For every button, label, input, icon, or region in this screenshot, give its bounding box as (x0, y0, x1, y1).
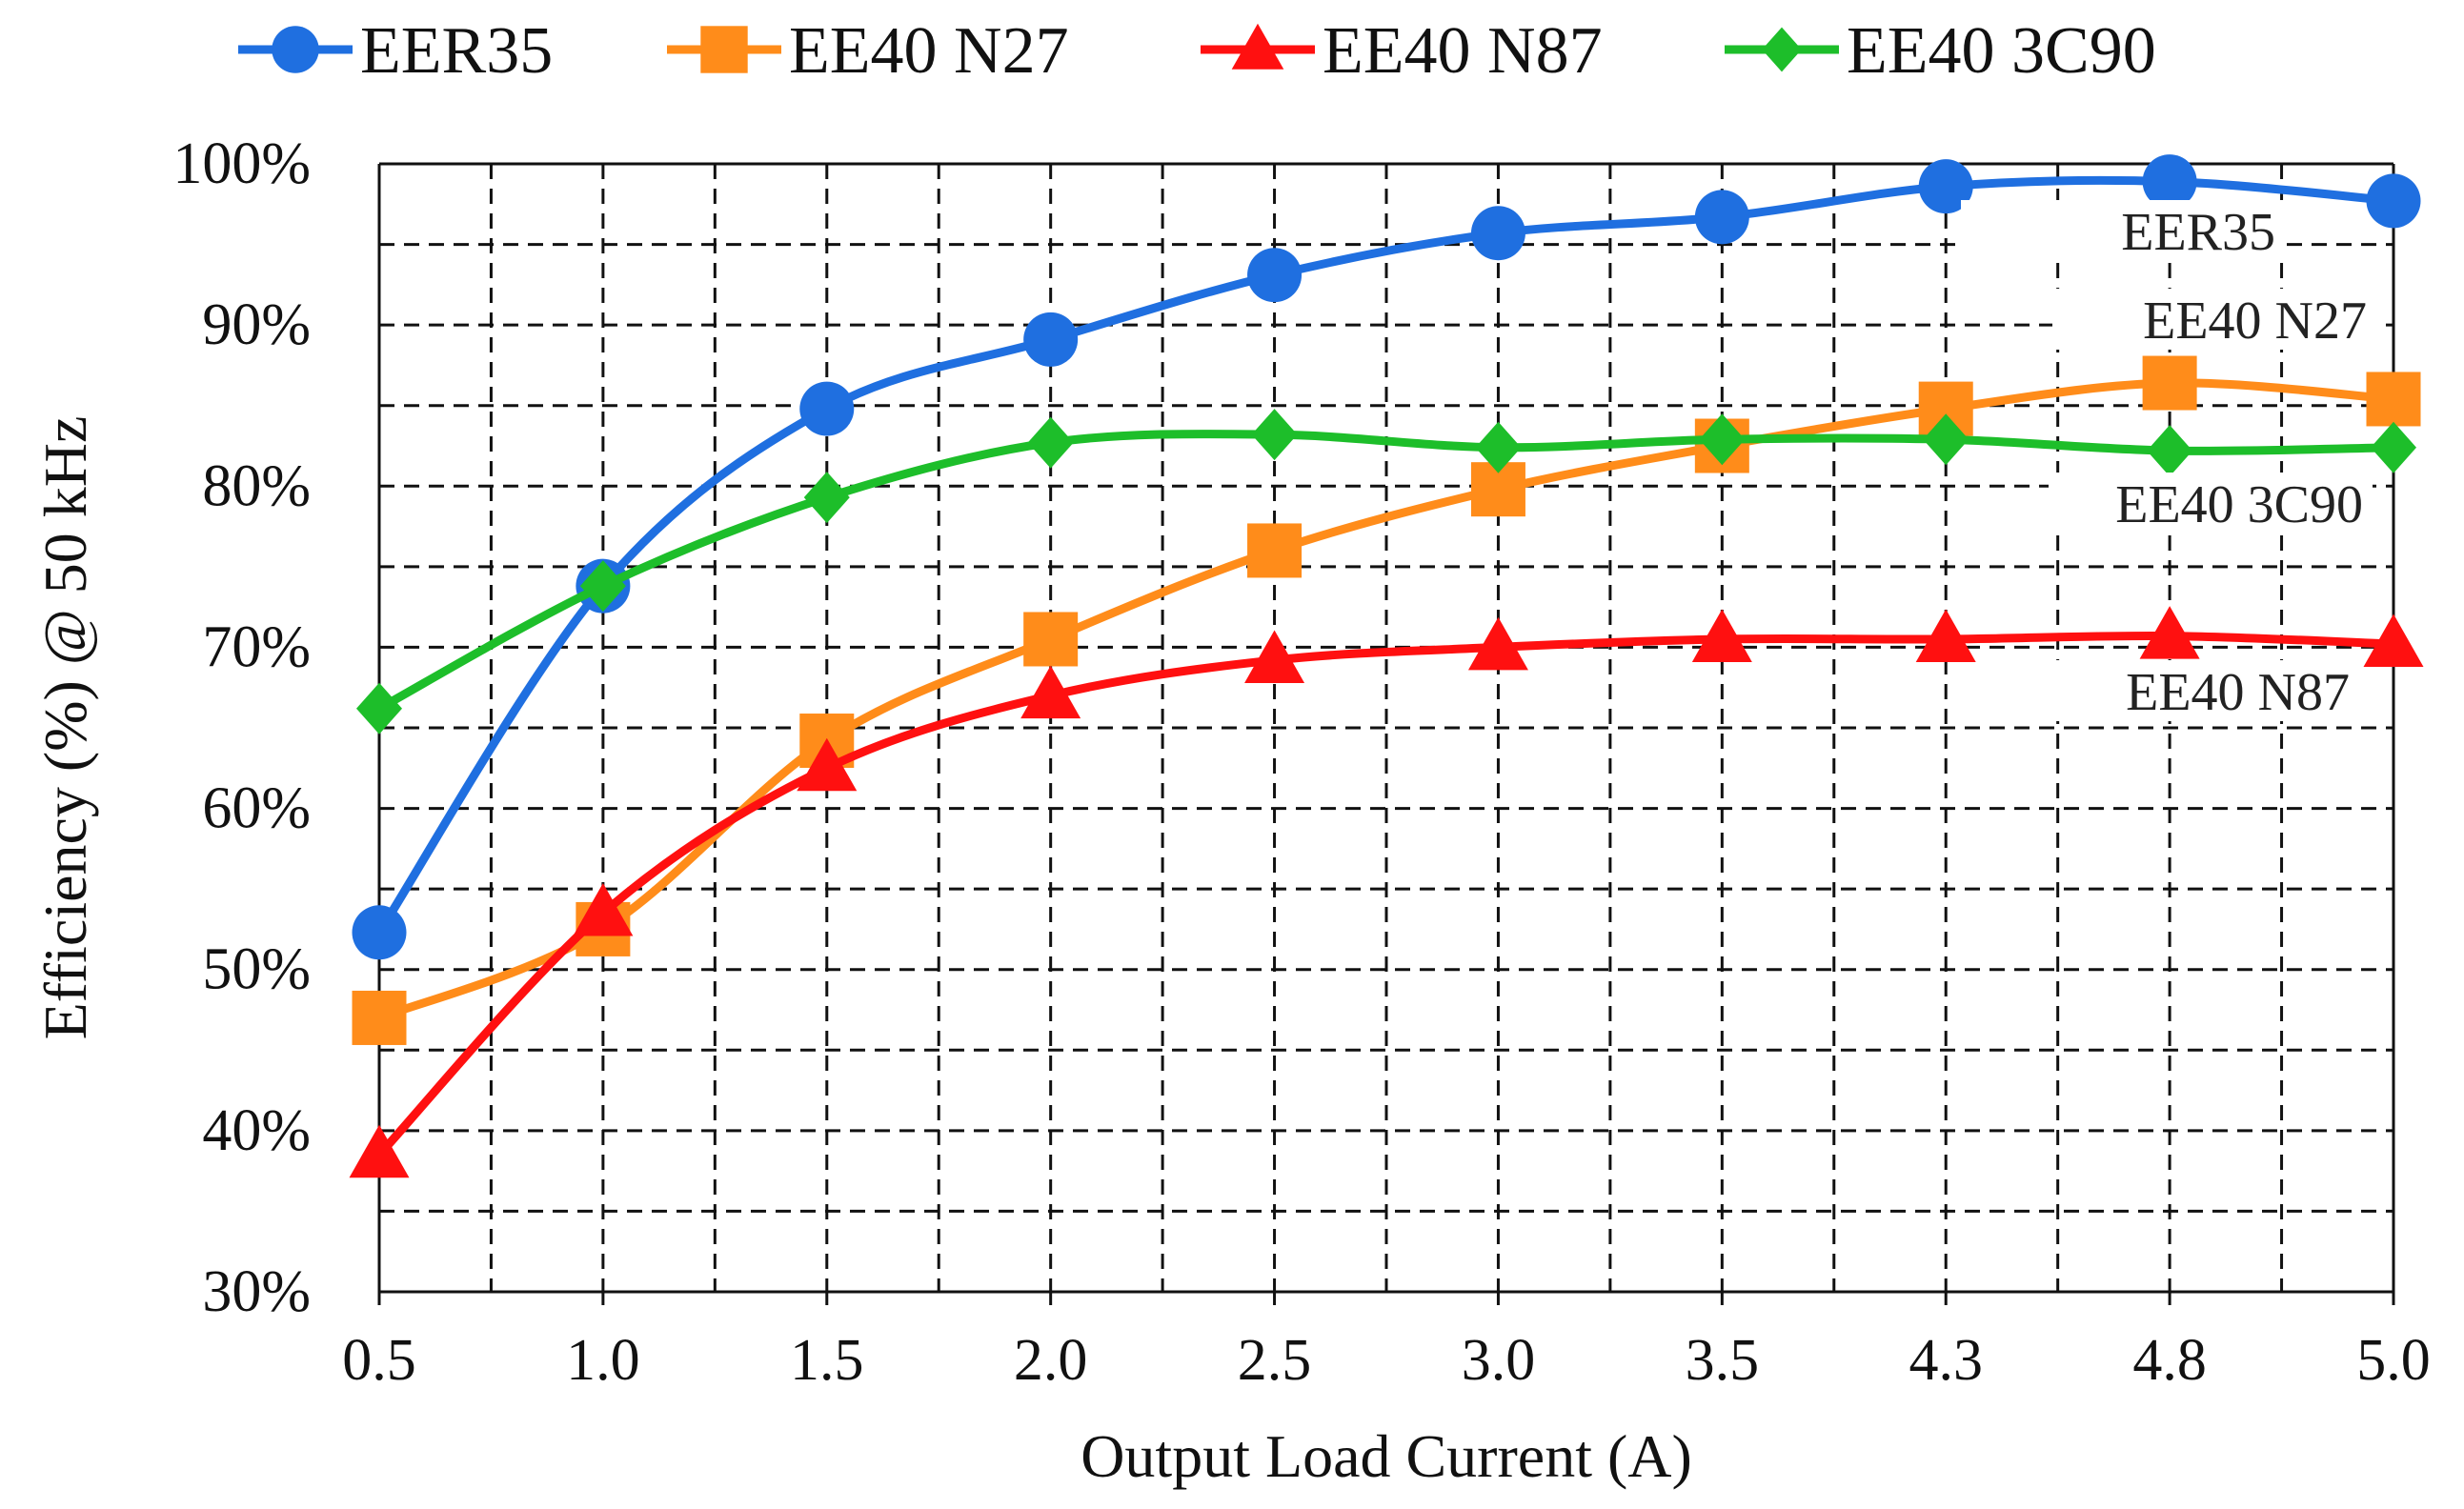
series-annotation: EE40 3C90 (2115, 475, 2363, 534)
data-point (573, 883, 634, 936)
legend-label: EER35 (360, 14, 553, 88)
data-point (1923, 413, 1969, 466)
x-tick-label: 3.5 (1686, 1328, 1760, 1393)
data-point (352, 990, 407, 1045)
y-tick-label: 90% (202, 292, 311, 357)
data-point (349, 1124, 410, 1178)
x-tick-labels: 0.5 1.0 1.5 2.0 2.5 3.0 3.5 4.3 4.8 5.0 (342, 1328, 2431, 1393)
data-point (2366, 372, 2421, 427)
series-line (375, 631, 2394, 1158)
data-point (1467, 616, 1528, 671)
y-tick-label: 70% (202, 614, 311, 679)
data-point (2371, 421, 2416, 473)
legend-marker (1762, 27, 1802, 72)
x-tick-label: 2.0 (1014, 1328, 1088, 1393)
legend-label: EE40 N27 (789, 14, 1069, 88)
legend-marker (272, 26, 319, 73)
data-point (1251, 409, 1298, 461)
x-tick-label: 1.5 (790, 1328, 864, 1393)
data-point (579, 560, 626, 613)
data-point (799, 381, 855, 436)
grid (377, 162, 2395, 1305)
y-axis-title: Efficiency (%) @ 50 kHz (31, 416, 99, 1040)
data-point (1244, 630, 1305, 683)
annotation-background (2052, 289, 2376, 350)
data-point (356, 682, 402, 734)
legend: EER35 EE40 N27 EE40 N87 EE40 3C90 (238, 14, 2156, 88)
x-axis-title: Output Load Current (A) (1081, 1422, 1692, 1490)
data-point (1915, 609, 1976, 662)
data-point (2142, 355, 2197, 411)
data-point (1475, 421, 1522, 473)
data-point (2363, 614, 2424, 668)
data-point (1470, 206, 1525, 261)
data-point (1694, 190, 1749, 245)
data-point (2366, 173, 2421, 229)
annotation-background (2049, 473, 2373, 533)
series-annotation: EE40 N87 (2126, 663, 2350, 722)
data-point (1247, 523, 1303, 578)
series-group (349, 154, 2424, 1178)
data-point (2142, 154, 2197, 210)
data-point (2139, 606, 2200, 659)
x-tick-label: 4.8 (2132, 1328, 2207, 1393)
x-tick-label: 5.0 (2356, 1328, 2431, 1393)
series-2 (349, 606, 2424, 1178)
series-3 (356, 409, 2416, 734)
y-tick-label: 60% (202, 776, 311, 841)
series-line (376, 430, 2394, 713)
y-tick-label: 100% (172, 131, 311, 196)
x-tick-label: 0.5 (342, 1328, 416, 1393)
data-point (803, 472, 850, 524)
data-point (1020, 665, 1081, 719)
data-point (797, 737, 858, 792)
data-point (2147, 425, 2193, 477)
x-tick-label: 4.3 (1909, 1328, 1983, 1393)
series-line (377, 378, 2394, 1022)
x-tick-label: 1.0 (566, 1328, 640, 1393)
series-annotation: EER35 (2121, 203, 2275, 262)
legend-label: EE40 N87 (1323, 14, 1603, 88)
data-point (1699, 413, 1746, 466)
y-tick-labels: 30% 40% 50% 60% 70% 80% 90% 100% (172, 131, 311, 1324)
data-point (352, 905, 407, 960)
annotations: EER35 EE40 N27 EE40 3C90 EE40 N87 (1961, 200, 2376, 722)
series-0 (352, 154, 2421, 960)
legend-marker (700, 26, 748, 73)
data-point (1247, 248, 1303, 303)
data-point (1918, 159, 1973, 214)
annotation-background (1961, 200, 2285, 261)
data-point (1027, 416, 1074, 469)
y-tick-label: 80% (202, 453, 311, 518)
x-tick-label: 3.0 (1462, 1328, 1536, 1393)
series-line (375, 175, 2394, 936)
data-point (1691, 609, 1752, 662)
series-annotation: EE40 N27 (2143, 292, 2367, 351)
y-tick-label: 30% (202, 1259, 311, 1324)
series-1 (352, 355, 2421, 1045)
annotation-background (2035, 660, 2359, 721)
y-tick-label: 50% (202, 937, 311, 1002)
legend-marker (1231, 23, 1284, 70)
y-tick-label: 40% (202, 1098, 311, 1163)
data-point (1023, 612, 1079, 667)
legend-label: EE40 3C90 (1847, 14, 2156, 88)
data-point (1023, 312, 1079, 367)
x-tick-label: 2.5 (1238, 1328, 1312, 1393)
